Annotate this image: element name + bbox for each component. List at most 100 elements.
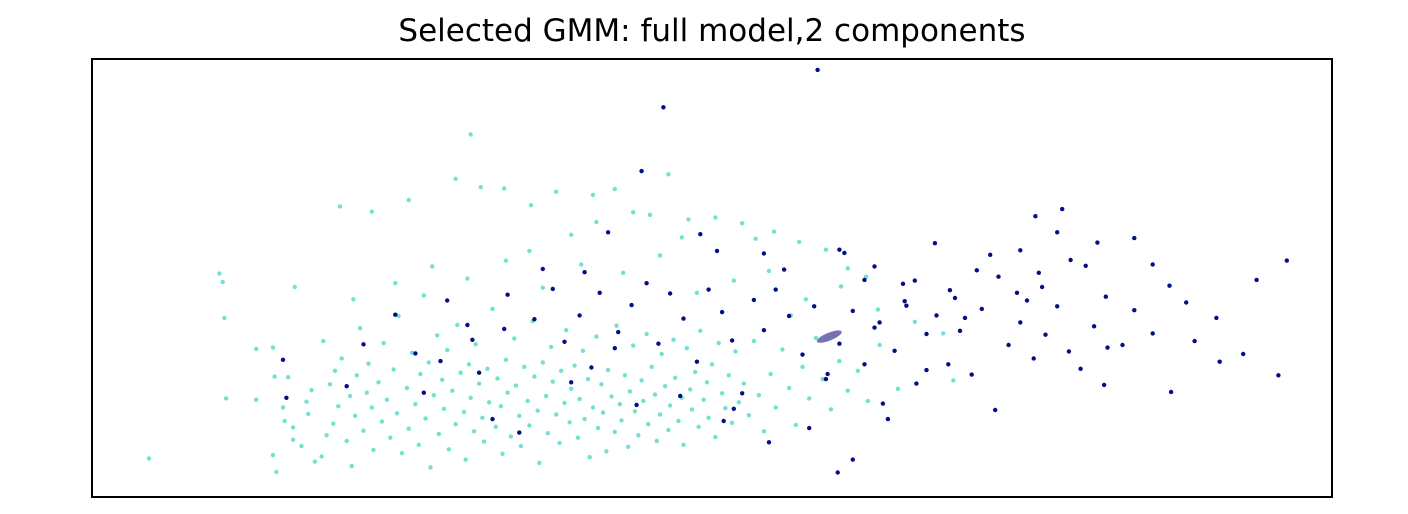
scatter-point [220, 279, 225, 285]
scatter-point [895, 386, 901, 391]
scatter-point [364, 390, 369, 395]
scatter-point [605, 367, 611, 373]
scatter-point [1060, 206, 1065, 212]
scatter-point [952, 295, 958, 301]
scatter-point [577, 313, 582, 318]
scatter-point [1095, 240, 1100, 245]
scatter-point [254, 397, 259, 402]
scatter-point [627, 389, 633, 394]
scatter-point [399, 451, 405, 456]
scatter-point [493, 424, 498, 429]
scatter-point [1217, 359, 1222, 364]
scatter-point [562, 400, 567, 406]
scatter-point [622, 373, 628, 378]
plot-frame [91, 58, 1333, 498]
scatter-point [768, 371, 773, 377]
scatter-point [666, 427, 671, 433]
scatter-point [803, 297, 808, 302]
scatter-point [280, 357, 286, 362]
scatter-point [962, 315, 968, 321]
scatter-point [793, 422, 798, 428]
scatter-point [503, 357, 509, 362]
scatter-point [678, 393, 683, 399]
scatter-point [505, 390, 510, 395]
scatter-point [626, 444, 631, 449]
scatter-point [562, 339, 567, 344]
scatter-point [684, 346, 690, 351]
scatter-point [713, 215, 718, 220]
scatter-point [746, 413, 752, 418]
scatter-point [659, 351, 664, 357]
scatter-point [381, 340, 386, 346]
scatter-point [723, 405, 728, 411]
scatter-point [1284, 258, 1290, 263]
scatter-point [1031, 356, 1036, 361]
scatter-point [428, 465, 433, 470]
scatter-point [486, 400, 492, 405]
scatter-point [639, 378, 644, 383]
scatter-point [1043, 332, 1048, 337]
scatter-point [455, 322, 460, 328]
scatter-point [540, 266, 545, 272]
scatter-point [336, 404, 341, 409]
scatter-point [904, 303, 909, 308]
scatter-point [461, 409, 467, 415]
scatter-point [466, 362, 472, 367]
scatter-point [272, 374, 277, 379]
scatter-point [807, 396, 812, 401]
scatter-point [430, 264, 435, 269]
scatter-point [1091, 324, 1097, 329]
scatter-point [440, 377, 445, 382]
series-2 [280, 67, 1290, 475]
scatter-point [513, 383, 519, 388]
scatter-point [629, 302, 634, 308]
scatter-point [292, 284, 297, 290]
scatter-point [694, 290, 700, 295]
scatter-point [850, 457, 855, 462]
scatter-point [369, 405, 374, 410]
scatter-point [545, 431, 550, 436]
scatter-point [657, 253, 663, 258]
scatter-point [636, 433, 641, 438]
scatter-point [1254, 277, 1259, 283]
scatter-point [569, 380, 574, 385]
scatter-point [652, 392, 658, 397]
scatter-point [525, 398, 530, 404]
scatter-point [649, 364, 654, 370]
scatter-point [813, 335, 819, 341]
scatter-point [580, 348, 586, 353]
scatter-point [957, 328, 963, 333]
scatter-point [837, 247, 842, 252]
scatter-point [548, 344, 554, 350]
scatter-point [312, 459, 318, 464]
scatter-point [485, 366, 490, 371]
scatter-point [575, 435, 581, 440]
scatter-point [554, 412, 559, 417]
scatter-point [384, 397, 390, 402]
scatter-point [761, 429, 767, 434]
scatter-point [979, 306, 984, 312]
scatter-point [619, 418, 624, 423]
scatter-point [657, 412, 663, 417]
scatter-point [786, 385, 792, 391]
scatter-point [393, 312, 398, 317]
scatter-point [696, 424, 701, 429]
scatter-point [463, 457, 468, 462]
scatter-point [1150, 262, 1155, 267]
scatter-point [689, 407, 695, 412]
scatter-point [347, 393, 353, 399]
scatter-point [740, 221, 745, 226]
scatter-point [339, 356, 344, 361]
scatter-point [862, 277, 867, 283]
scatter-point [416, 442, 421, 447]
scatter-point [559, 368, 564, 373]
scatter-point [344, 384, 349, 389]
scatter-point [1066, 349, 1072, 354]
scatter-point [223, 396, 229, 401]
scatter-point [435, 333, 440, 338]
scatter-point [327, 382, 333, 387]
scatter-point [413, 351, 418, 356]
scatter-point [280, 405, 286, 410]
scatter-point [766, 268, 772, 274]
